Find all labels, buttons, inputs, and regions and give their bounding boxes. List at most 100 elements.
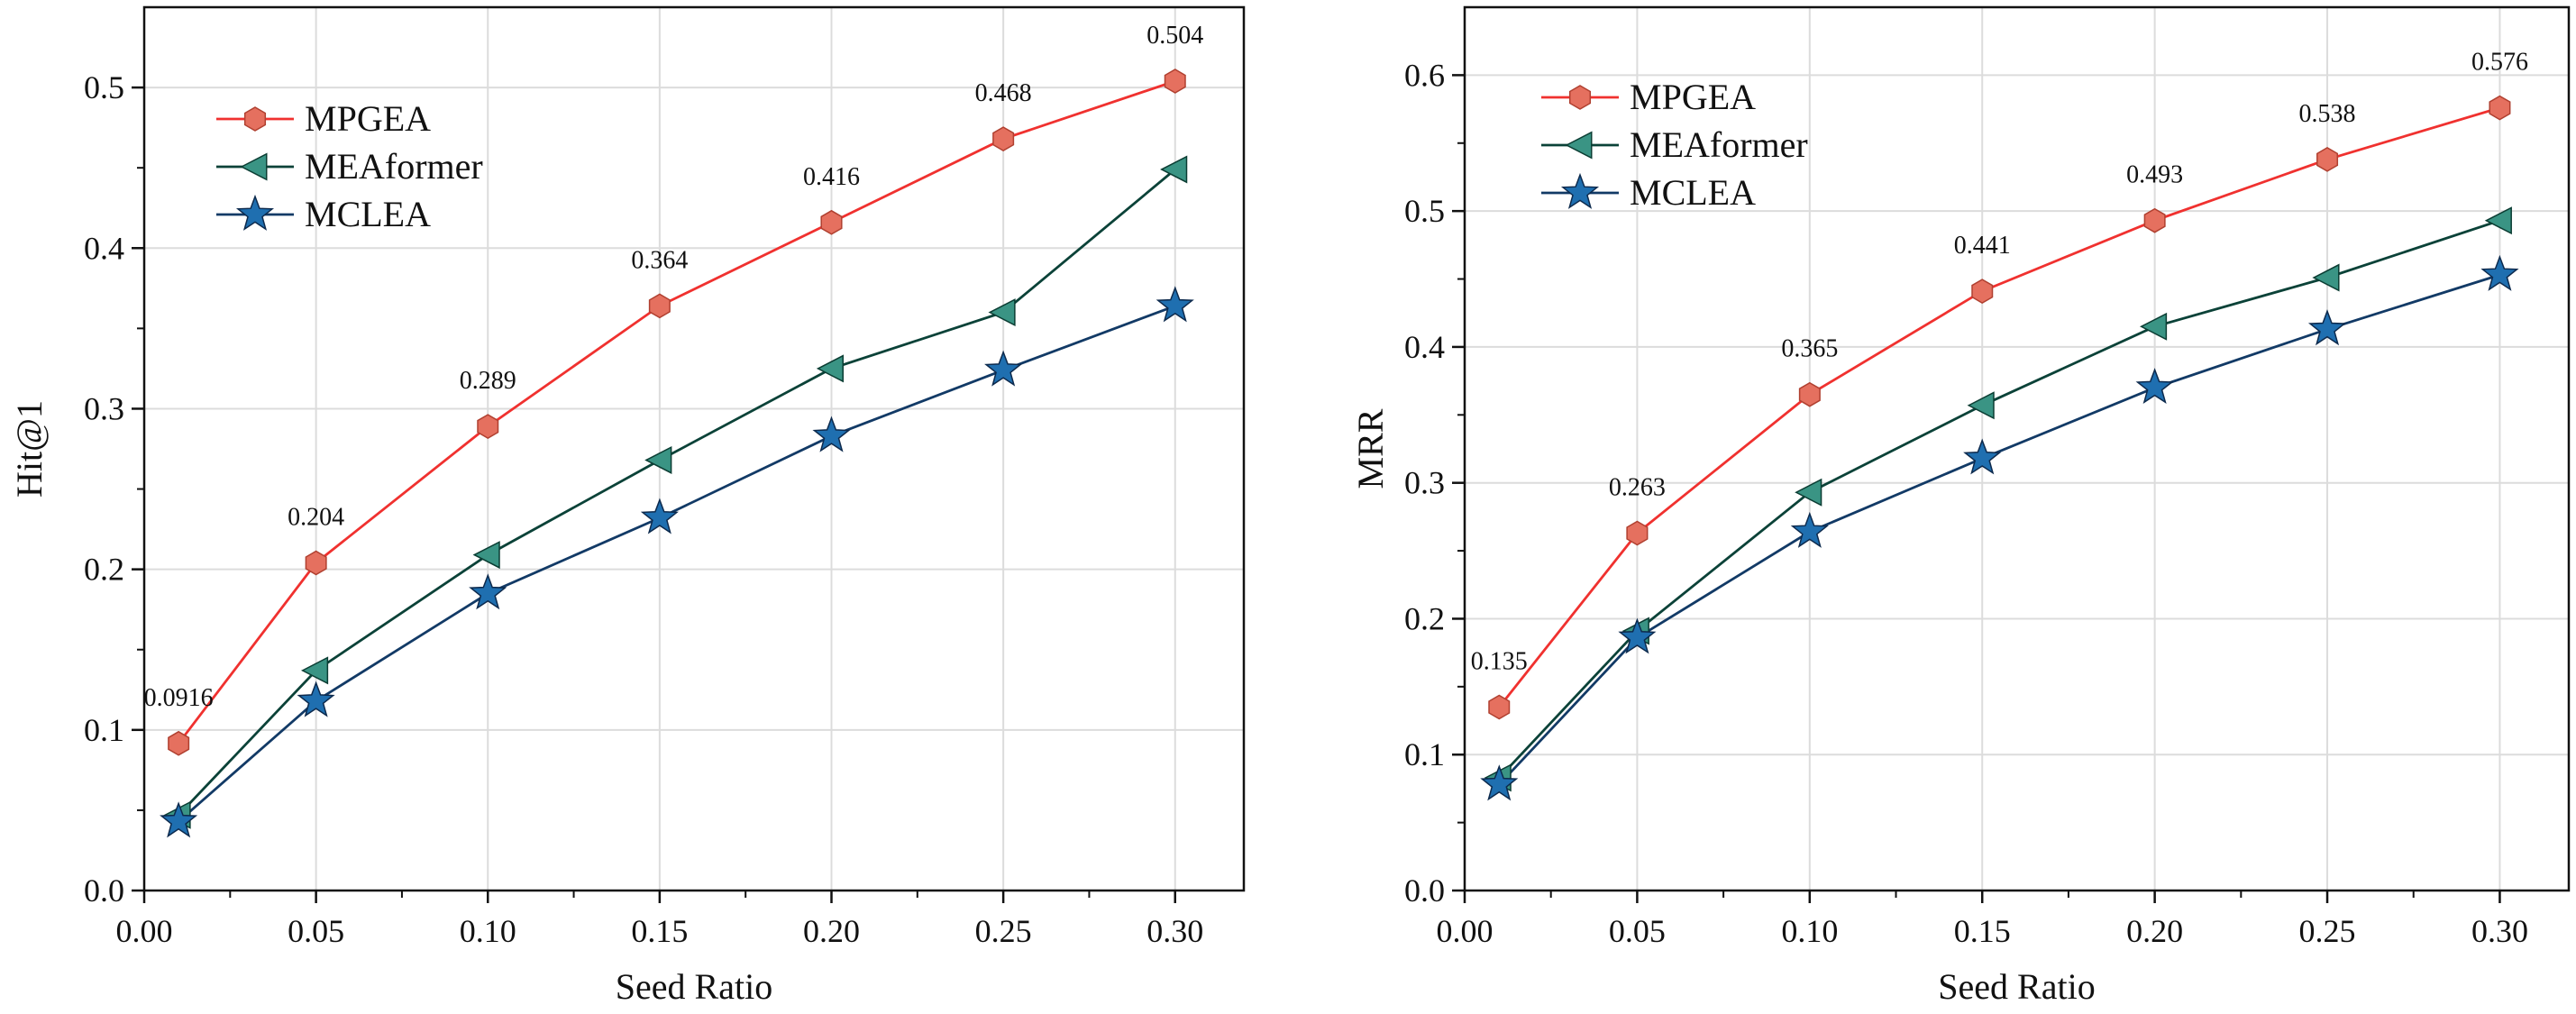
series-line-mclea [178, 305, 1176, 823]
point-meaformer [1967, 391, 1995, 420]
point-mclea [2135, 368, 2174, 405]
point-mpgea [992, 126, 1015, 151]
data-label: 0.289 [460, 367, 516, 395]
point-mclea [1790, 511, 1829, 548]
legend-label-meaformer: MEAformer [1630, 124, 1808, 165]
data-label: 0.263 [1609, 473, 1666, 501]
data-label: 0.576 [2471, 49, 2528, 77]
data-label: 0.0916 [144, 684, 214, 712]
x-tick-label: 0.20 [2126, 913, 2183, 949]
y-tick-label: 0.1 [84, 712, 124, 748]
data-label: 0.504 [1146, 22, 1203, 50]
x-tick-label: 0.15 [631, 913, 688, 949]
point-mpgea [2316, 147, 2339, 172]
data-label: 0.441 [1954, 232, 2011, 260]
series-line-mclea [1498, 273, 2500, 786]
point-mclea [469, 573, 507, 610]
y-tick-label: 0.1 [1404, 736, 1445, 772]
point-mpgea [477, 414, 499, 439]
legend-marker-mpgea [1568, 85, 1592, 110]
point-mclea [984, 350, 1023, 387]
x-tick-label: 0.20 [803, 913, 860, 949]
point-mclea [1156, 286, 1194, 323]
y-tick-label: 0.2 [84, 552, 124, 588]
data-label: 0.135 [1471, 647, 1528, 675]
x-tick-label: 0.15 [1954, 913, 2011, 949]
point-mpgea [2489, 95, 2511, 121]
point-mpgea [2143, 207, 2166, 233]
x-tick-label: 0.25 [975, 913, 1032, 949]
x-tick-label: 0.30 [1146, 913, 1203, 949]
point-meaformer [988, 298, 1016, 327]
data-label: 0.204 [288, 504, 344, 532]
legend-marker-mclea [1560, 172, 1600, 209]
point-meaformer [816, 354, 844, 383]
point-mclea [160, 801, 198, 838]
y-tick-label: 0.3 [84, 390, 124, 426]
point-mclea [1963, 438, 2002, 475]
y-axis-title: MRR [1350, 408, 1391, 489]
plot-frame [1463, 5, 2571, 892]
data-label: 0.538 [2299, 100, 2356, 128]
point-mclea [1618, 617, 1657, 654]
x-tick-label: 0.00 [116, 913, 173, 949]
point-mpgea [1798, 381, 1821, 407]
y-tick-label: 0.3 [1404, 465, 1445, 501]
point-mclea [640, 498, 679, 534]
data-label: 0.365 [1781, 335, 1838, 363]
point-mclea [1480, 764, 1519, 801]
point-mpgea [820, 209, 843, 235]
x-tick-label: 0.25 [2299, 913, 2356, 949]
legend-marker-meaformer [1565, 131, 1593, 160]
legend-marker-mpgea [243, 106, 267, 132]
y-tick-label: 0.0 [1404, 872, 1445, 909]
legend-label-mclea: MCLEA [1630, 172, 1756, 213]
x-tick-label: 0.30 [2471, 913, 2528, 949]
point-mclea [2480, 254, 2519, 291]
point-meaformer [644, 445, 672, 474]
data-label: 0.493 [2126, 161, 2183, 189]
x-tick-label: 0.10 [1781, 913, 1838, 949]
point-mpgea [1488, 694, 1511, 720]
x-tick-label: 0.05 [288, 913, 344, 949]
data-label: 0.364 [631, 246, 688, 274]
legend-label-mpgea: MPGEA [305, 98, 431, 139]
point-mclea [297, 681, 335, 717]
plot-frame [142, 5, 1246, 892]
legend-marker-meaformer [240, 152, 268, 181]
x-tick-label: 0.00 [1437, 913, 1494, 949]
legend-label-mpgea: MPGEA [1630, 77, 1756, 117]
point-mpgea [648, 293, 671, 319]
x-axis-title: Seed Ratio [616, 966, 772, 1007]
point-meaformer [2139, 312, 2168, 341]
legend-label-mclea: MCLEA [305, 194, 431, 234]
point-mpgea [168, 730, 190, 756]
data-label: 0.468 [975, 79, 1032, 107]
legend-label-meaformer: MEAformer [305, 146, 483, 187]
point-mpgea [1971, 279, 1994, 304]
y-tick-label: 0.2 [1404, 600, 1445, 636]
y-tick-label: 0.0 [84, 872, 124, 909]
x-tick-label: 0.10 [460, 913, 516, 949]
data-label: 0.416 [803, 163, 860, 191]
chart-1: 0.00 0.05 0.10 0.15 0.20 0.25 0.30 0.0 0.1 0.2 0.3… [9, 5, 1246, 1007]
point-meaformer [1160, 155, 1188, 184]
x-axis-title: Seed Ratio [1938, 966, 2095, 1007]
y-tick-label: 0.5 [1404, 193, 1445, 229]
point-meaformer [300, 656, 329, 685]
y-tick-label: 0.4 [1404, 329, 1445, 365]
x-tick-label: 0.05 [1609, 913, 1666, 949]
y-axis-title: Hit@1 [9, 400, 50, 498]
legend-marker-mclea [235, 194, 275, 231]
point-mpgea [1164, 69, 1186, 94]
chart-2: 0.00 0.05 0.10 0.15 0.20 0.25 0.30 0.0 0.1 0.2 0.3… [1350, 5, 2571, 1007]
y-tick-label: 0.6 [1404, 57, 1445, 93]
y-tick-label: 0.5 [84, 69, 124, 105]
y-tick-label: 0.4 [84, 230, 124, 266]
point-mclea [2307, 309, 2347, 346]
point-meaformer [2484, 206, 2512, 235]
point-meaformer [1795, 478, 1822, 507]
point-mpgea [1626, 520, 1649, 546]
point-meaformer [472, 541, 500, 570]
